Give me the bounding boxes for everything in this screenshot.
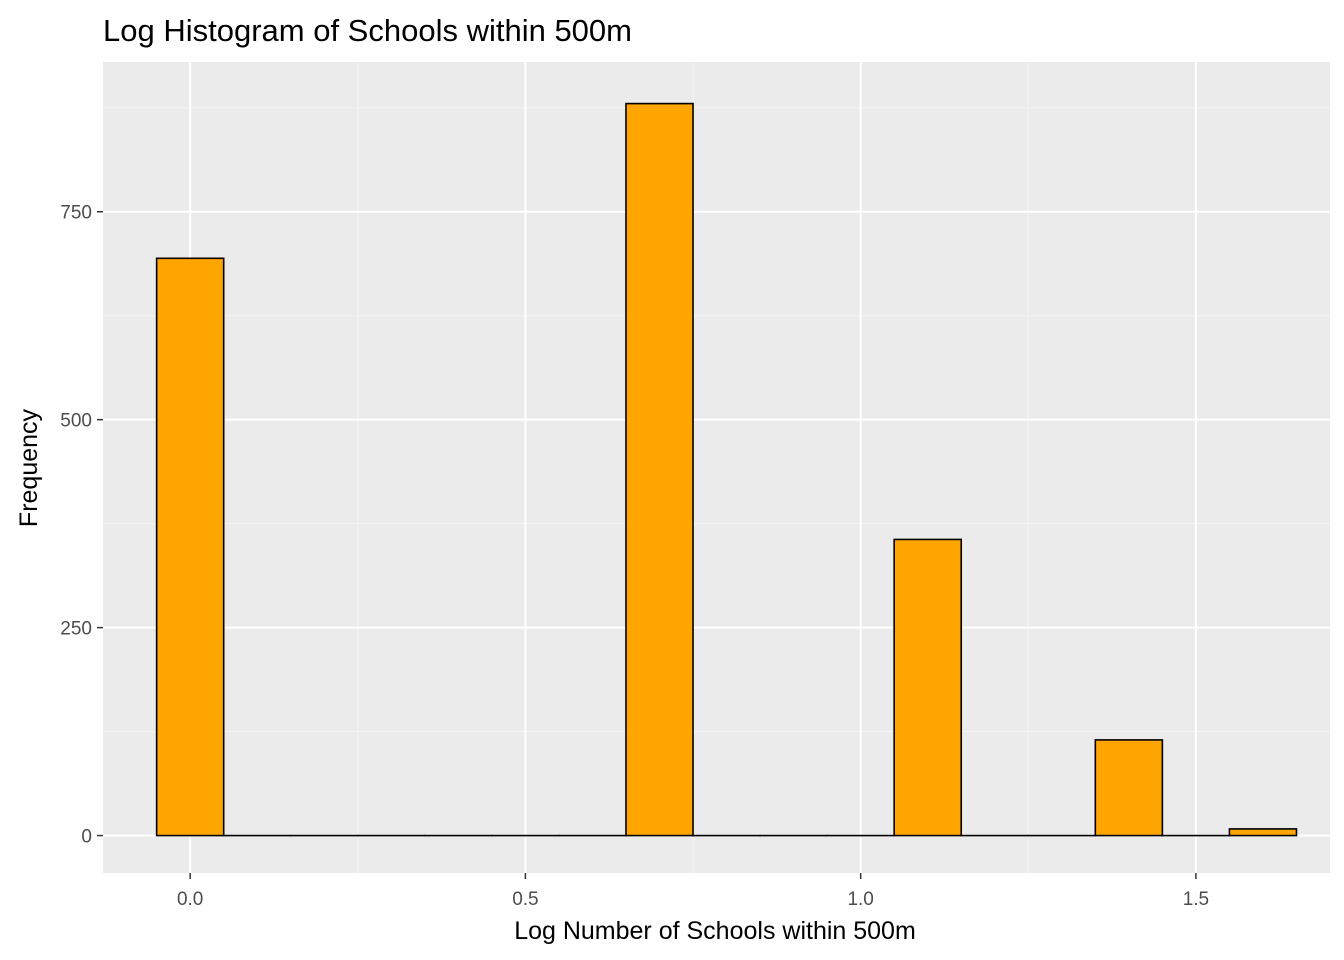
y-axis-ticks: 0 250 500 750 [60, 203, 103, 848]
histogram-bar-14 [1094, 739, 1164, 837]
histogram-bar-16 [1228, 828, 1298, 837]
y-tick-label-0: 0 [81, 827, 92, 848]
y-tick-label-3: 750 [60, 203, 92, 224]
x-axis-title: Log Number of Schools within 500m [514, 917, 916, 945]
histogram-bar-0 [155, 257, 225, 837]
x-tick-label-0: 0.0 [177, 889, 203, 910]
histogram-bars [155, 102, 1298, 837]
histogram-bar-11 [893, 538, 963, 837]
x-tick-label-1: 0.5 [512, 889, 538, 910]
y-axis-title: Frequency [15, 408, 43, 527]
minor-gridlines [103, 62, 1330, 873]
y-tick-label-2: 500 [60, 411, 92, 432]
plot-panel [103, 62, 1330, 873]
y-tick-label-1: 250 [60, 619, 92, 640]
x-tick-label-3: 1.5 [1183, 889, 1209, 910]
histogram-bar-7 [625, 102, 694, 837]
x-axis-ticks: 0.0 0.5 1.0 1.5 [177, 873, 1209, 910]
chart-title: Log Histogram of Schools within 500m [103, 13, 632, 48]
x-tick-label-2: 1.0 [847, 889, 873, 910]
